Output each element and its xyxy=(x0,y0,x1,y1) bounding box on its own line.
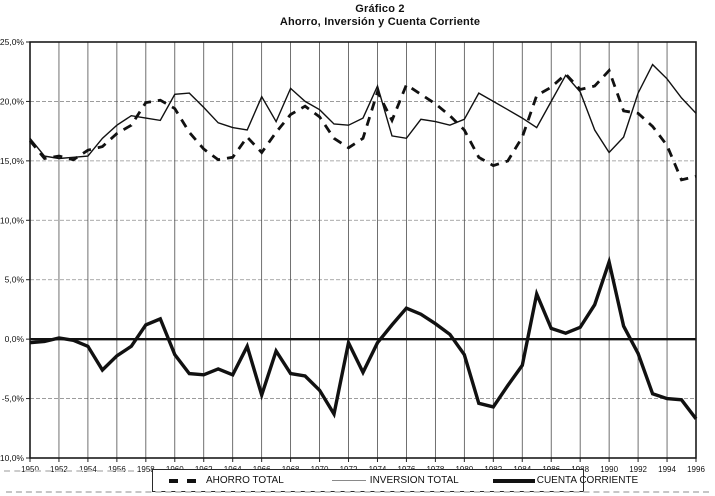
x-tick-label: 1958 xyxy=(137,465,155,474)
legend-label-inversion: INVERSION TOTAL xyxy=(369,475,459,486)
y-tick-label: 20,0% xyxy=(0,96,24,106)
scan-artifact xyxy=(6,491,709,493)
y-tick-label: 25,0% xyxy=(0,37,24,47)
chart-subtitle: Ahorro, Inversión y Cuenta Corriente xyxy=(279,16,481,28)
y-tick-label: 10,0% xyxy=(0,215,24,225)
x-tick-label: 1996 xyxy=(687,465,705,474)
series-line-inversion-total xyxy=(29,63,697,160)
chart-title: Gráfico 2 xyxy=(355,3,405,15)
x-tick-label: 1956 xyxy=(108,465,126,474)
legend-item-inversion: INVERSION TOTAL xyxy=(331,475,459,486)
legend-label-cuenta: CUENTA CORRIENTE xyxy=(536,475,639,486)
legend-label-ahorro: AHORRO TOTAL xyxy=(206,475,284,486)
x-tick-label: 1954 xyxy=(79,465,97,474)
x-tick-label: 1990 xyxy=(600,465,618,474)
legend-item-cuenta: CUENTA CORRIENTE xyxy=(492,475,639,486)
dashed-line-icon xyxy=(187,478,196,483)
y-tick-label: 15,0% xyxy=(0,156,24,166)
x-tick-label: 1994 xyxy=(658,465,676,474)
dashed-line-icon xyxy=(169,478,178,483)
y-tick-label: -10,0% xyxy=(0,453,24,463)
legend: AHORRO TOTAL INVERSION TOTAL CUENTA CORR… xyxy=(152,469,638,492)
x-tick-label: 1950 xyxy=(21,465,39,474)
y-tick-label: -5,0% xyxy=(2,394,25,404)
thick-line-icon xyxy=(492,478,535,483)
y-tick-label: 0,0% xyxy=(5,334,25,344)
legend-item-ahorro: AHORRO TOTAL xyxy=(169,475,284,486)
x-tick-label: 1992 xyxy=(629,465,647,474)
thin-line-icon xyxy=(331,480,366,481)
series-line-ahorro-total xyxy=(28,67,697,182)
plot-border xyxy=(29,41,697,459)
x-tick-label: 1952 xyxy=(50,465,68,474)
y-tick-label: 5,0% xyxy=(5,275,25,285)
series-line-cuenta-corriente xyxy=(29,255,698,420)
scan-artifact xyxy=(4,470,134,472)
